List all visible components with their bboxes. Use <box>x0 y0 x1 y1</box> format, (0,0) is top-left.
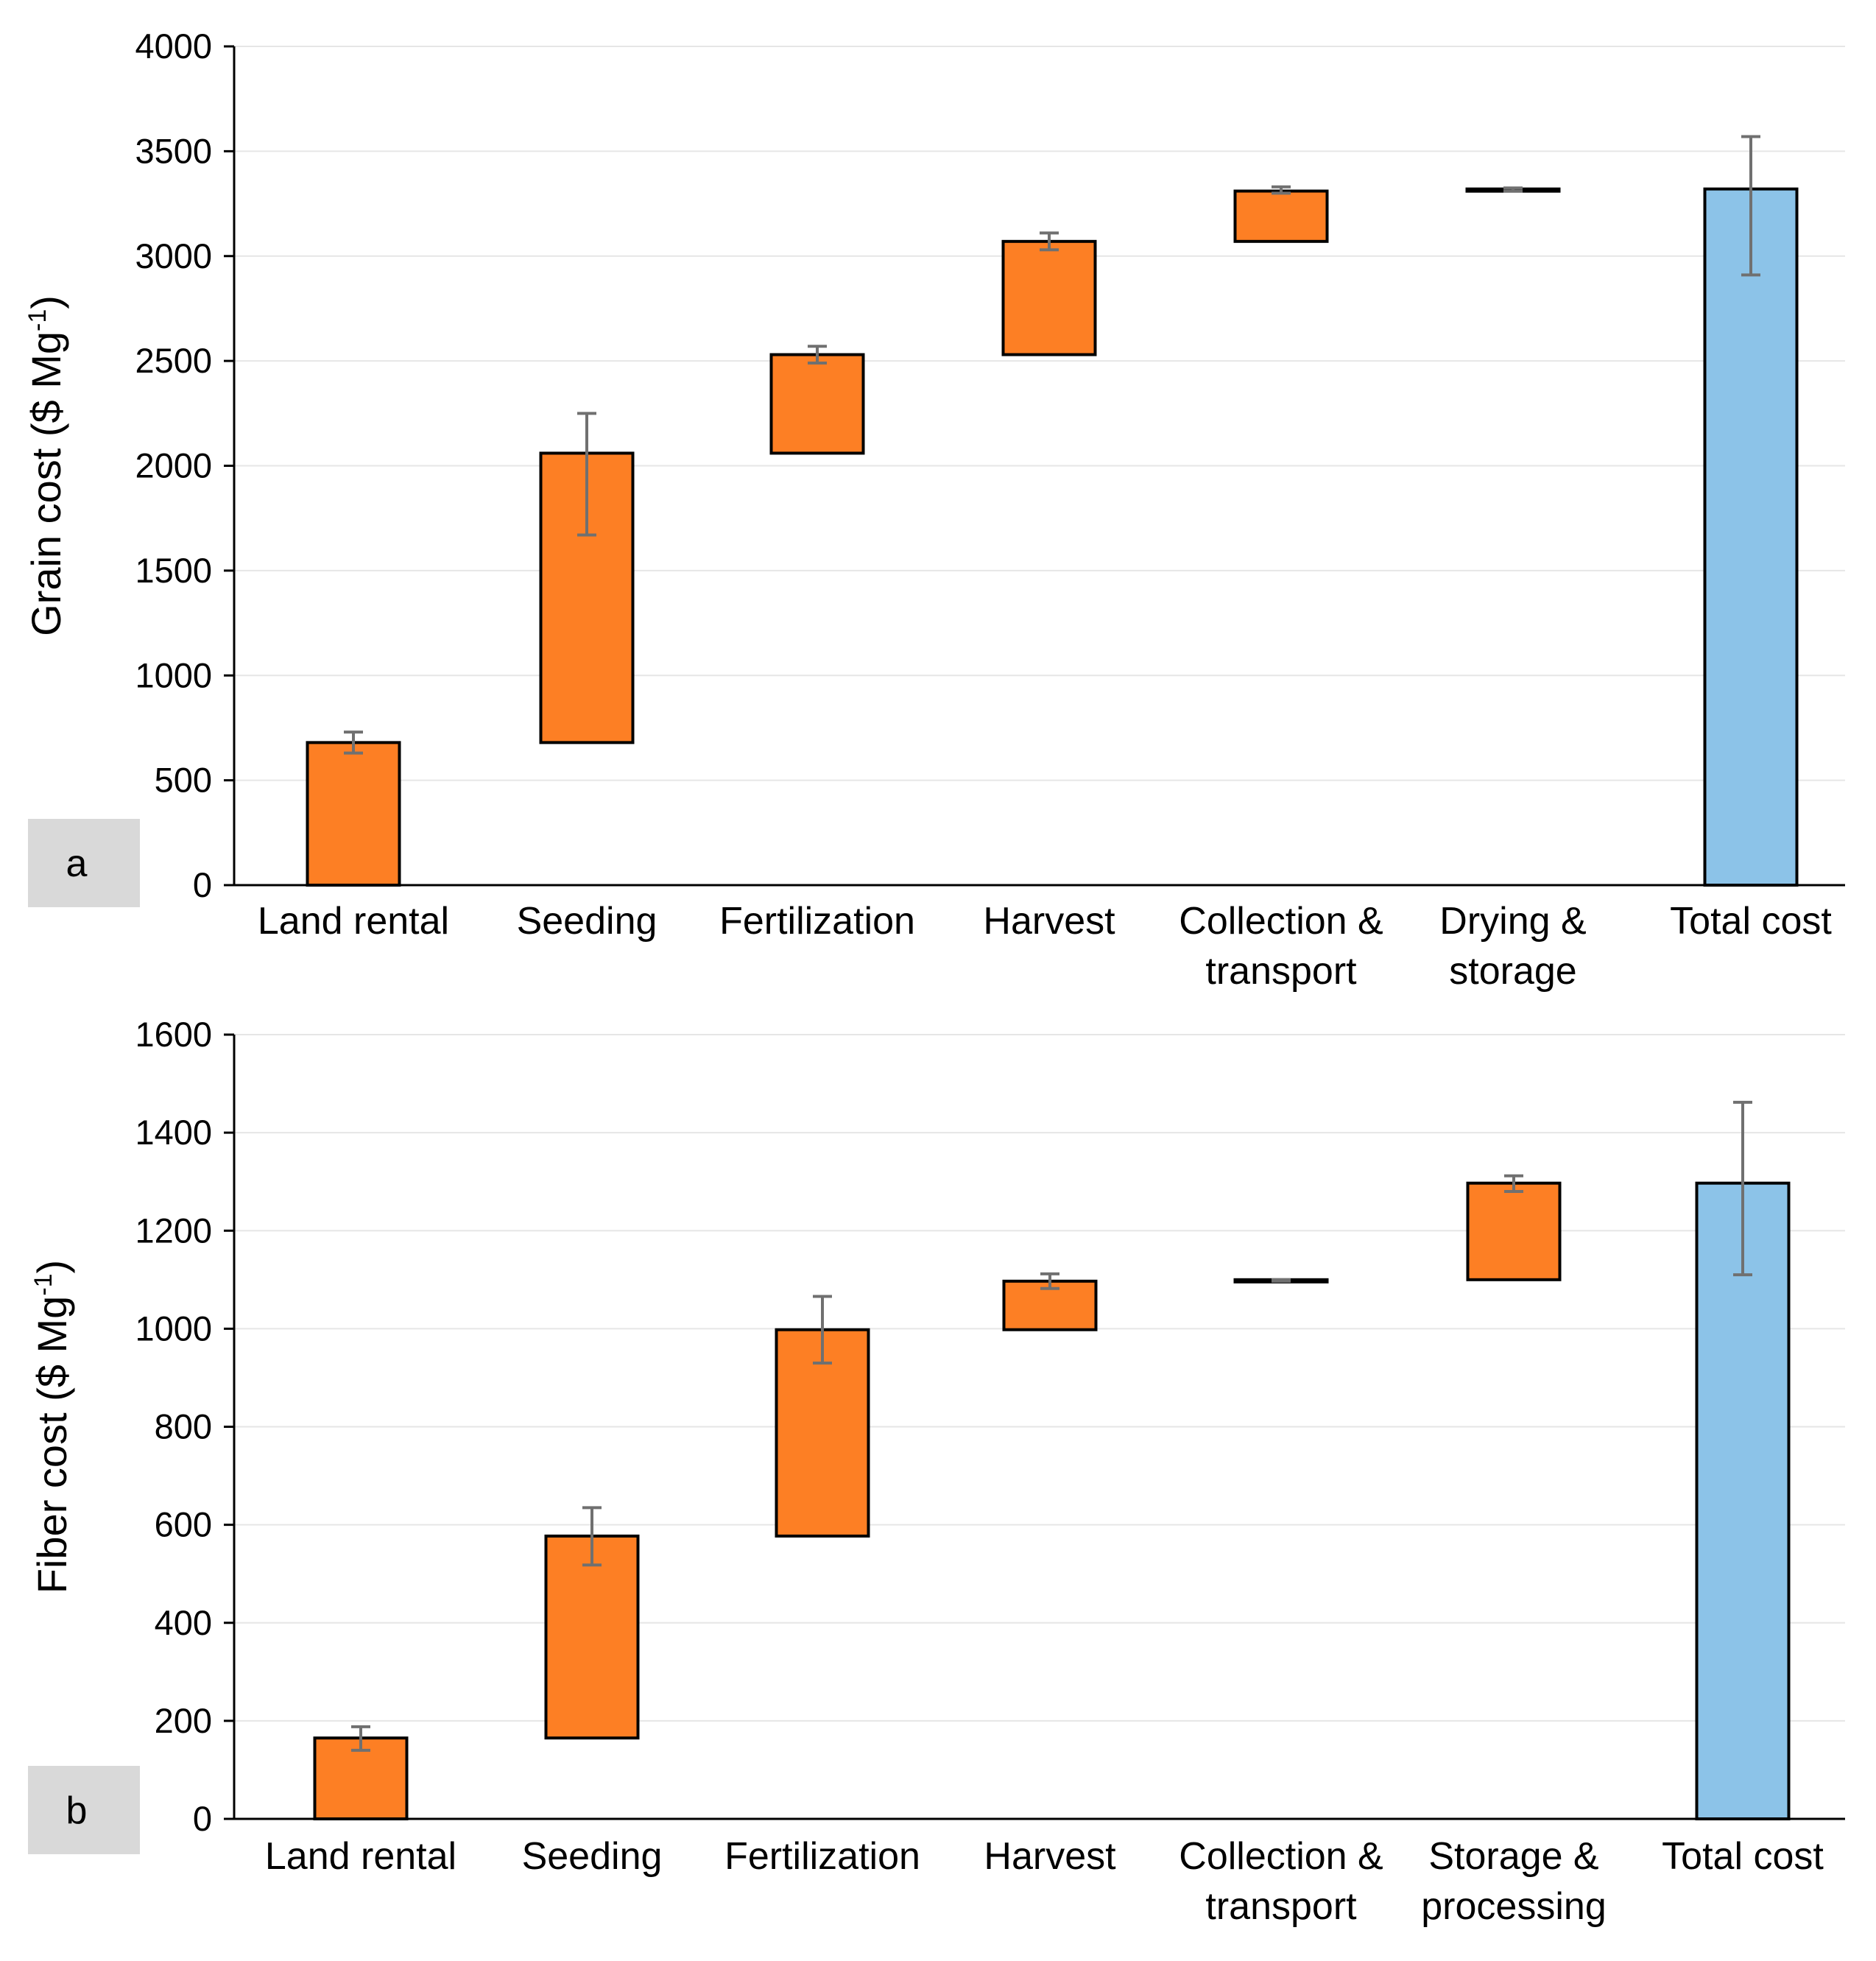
y-tick-label: 3500 <box>135 131 212 170</box>
chart-panel-a: 0 500 1000 1500 2000 2500 3000 3500 4000 Land ren… <box>23 27 1845 993</box>
y-axis-title: Grain cost ($ Mg-1) <box>23 295 69 636</box>
bar-fertilization <box>769 353 865 455</box>
panel-label-box <box>28 1766 140 1854</box>
y-tick-label: 0 <box>193 1799 212 1838</box>
y-tick-label: 1000 <box>135 1309 212 1348</box>
bar-total-cost <box>1703 187 1799 887</box>
x-category-label: Collection & transport <box>1179 900 1383 993</box>
x-category-label: Total cost <box>1670 900 1832 943</box>
y-tick-label: 1500 <box>135 551 212 590</box>
x-category-label: Storage & processing <box>1421 1835 1606 1928</box>
y-tick-label: 4000 <box>135 27 212 66</box>
x-category-label: Drying & storage <box>1439 900 1586 993</box>
bar-collection-transport <box>1233 189 1329 243</box>
panel-label: a <box>66 842 88 885</box>
y-tick-label: 0 <box>193 865 212 904</box>
y-tick-label: 600 <box>155 1505 212 1544</box>
x-category-label: Fertilization <box>724 1835 920 1878</box>
error-bar <box>808 345 827 365</box>
y-tick-label: 400 <box>155 1603 212 1642</box>
error-bar <box>813 1295 832 1365</box>
error-bar <box>344 730 363 755</box>
x-category-label: Land rental <box>258 900 449 943</box>
bar-land-rental <box>306 741 401 887</box>
error-bar <box>1272 1278 1291 1283</box>
y-tick-label: 2000 <box>135 446 212 485</box>
x-category-label: Land rental <box>265 1835 456 1878</box>
x-category-label: Seeding <box>517 900 657 943</box>
x-category-label: Total cost <box>1662 1835 1824 1878</box>
error-bar <box>582 1506 602 1567</box>
y-tick-label: 1600 <box>135 1015 212 1054</box>
x-category-label: Harvest <box>984 1835 1116 1878</box>
y-tick-label: 3000 <box>135 236 212 275</box>
x-category-label: Seeding <box>522 1835 663 1878</box>
error-bar <box>1503 186 1523 193</box>
x-category-label: Harvest <box>983 900 1115 943</box>
error-bar <box>351 1725 370 1752</box>
x-category-label: Collection & transport <box>1179 1835 1383 1928</box>
error-bar <box>1741 135 1760 277</box>
error-bar <box>1040 231 1059 252</box>
panel-label-box <box>28 819 140 907</box>
bar-total-cost <box>1695 1181 1791 1820</box>
y-tick-label: 200 <box>155 1701 212 1740</box>
error-bar <box>1733 1100 1752 1277</box>
error-bar <box>577 412 596 537</box>
y-tick-label: 2500 <box>135 341 212 380</box>
chart-panel-b: 0 200 400 600 800 1000 1200 1400 1600 Land rental… <box>28 1015 1845 1928</box>
error-bar <box>1504 1174 1523 1193</box>
bar-seeding <box>544 1534 640 1740</box>
bar-storage-processing <box>1466 1181 1562 1281</box>
y-tick-label: 800 <box>155 1407 212 1446</box>
bar-harvest <box>1001 239 1097 356</box>
y-axis-title: Fiber cost ($ Mg-1) <box>29 1260 75 1594</box>
error-bar <box>1272 185 1291 195</box>
y-tick-label: 1000 <box>135 655 212 694</box>
y-tick-label: 500 <box>155 761 212 800</box>
y-tick-label: 1400 <box>135 1113 212 1152</box>
panel-label: b <box>66 1789 88 1832</box>
error-bar <box>1040 1272 1059 1290</box>
x-category-label: Fertilization <box>719 900 915 943</box>
y-tick-label: 1200 <box>135 1211 212 1250</box>
